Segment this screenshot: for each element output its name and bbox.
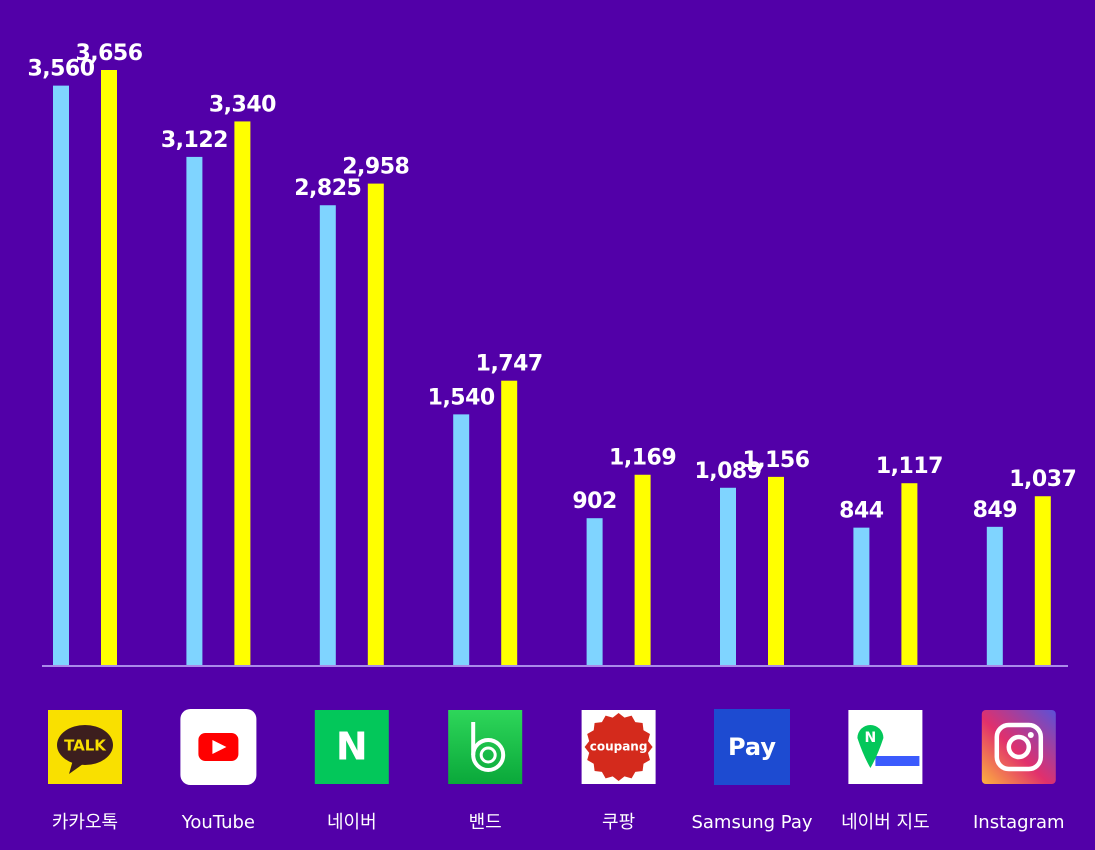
icon-bg <box>448 710 523 784</box>
icon-road <box>875 756 920 766</box>
app-icon <box>180 709 257 785</box>
bar <box>853 527 870 665</box>
bar <box>319 205 336 665</box>
x-tick-label: 네이버 <box>327 812 377 833</box>
value-label: 1,169 <box>609 446 676 471</box>
bar <box>901 483 918 665</box>
bar <box>453 414 470 665</box>
value-label: 1,747 <box>476 352 543 377</box>
icon-text: Pay <box>728 733 776 761</box>
icon-tail <box>69 760 83 774</box>
value-label: 1,089 <box>694 459 761 484</box>
x-tick-label: Instagram <box>973 812 1065 833</box>
icon-text: N <box>336 725 368 769</box>
bar <box>768 476 784 665</box>
value-label: 1,540 <box>428 385 495 410</box>
bar <box>367 183 384 665</box>
value-label: 1,156 <box>742 448 809 473</box>
bar <box>720 487 736 665</box>
bar <box>986 526 1003 665</box>
value-label: 849 <box>973 498 1017 523</box>
icon-bg <box>981 710 1056 784</box>
icon-dot <box>1027 732 1034 738</box>
bar <box>101 70 117 665</box>
bar <box>1034 496 1051 665</box>
bar <box>53 85 69 665</box>
x-tick-label: YouTube <box>181 812 255 833</box>
bar <box>501 380 518 665</box>
icon-seal <box>584 713 653 781</box>
icon-play <box>212 740 227 754</box>
x-tick-label: 쿠팡 <box>602 812 635 833</box>
icon-frame <box>994 722 1044 772</box>
app-icon <box>448 710 523 784</box>
icon-bg <box>314 710 389 784</box>
app-icon <box>981 710 1056 784</box>
bar <box>234 121 251 665</box>
icon-bg <box>714 709 790 785</box>
app-icon: N <box>848 710 923 784</box>
app-icon: coupang <box>581 710 656 784</box>
icon-ring <box>479 746 497 764</box>
app-icon: TALK <box>48 710 122 784</box>
icon-lens <box>1006 734 1032 760</box>
value-label: 3,656 <box>75 41 142 66</box>
x-tick-label: 카카오톡 <box>52 812 118 833</box>
icon-bubble <box>57 725 113 765</box>
value-label: 1,037 <box>1009 467 1076 492</box>
icon-bg <box>848 710 923 784</box>
value-label: 902 <box>572 489 616 514</box>
icon-pin <box>857 725 884 768</box>
value-label: 3,560 <box>27 57 94 82</box>
x-tick-label: 네이버 지도 <box>841 812 930 833</box>
x-tick-label: Samsung Pay <box>691 812 812 833</box>
bar <box>586 518 603 665</box>
app-icon: Pay <box>714 709 790 785</box>
value-label: 2,958 <box>342 155 409 180</box>
x-tick-label: 밴드 <box>469 812 502 833</box>
value-label: 3,340 <box>209 92 276 117</box>
bar <box>186 156 203 666</box>
value-label: 844 <box>839 499 884 524</box>
value-label: 3,122 <box>161 128 228 153</box>
bar <box>634 474 651 665</box>
icon-text: coupang <box>590 740 648 754</box>
value-label: 1,117 <box>876 454 943 479</box>
app-icon: N <box>314 710 389 784</box>
icon-text: N <box>865 730 877 746</box>
icon-text: TALK <box>64 737 107 755</box>
value-label: 2,825 <box>294 176 361 201</box>
